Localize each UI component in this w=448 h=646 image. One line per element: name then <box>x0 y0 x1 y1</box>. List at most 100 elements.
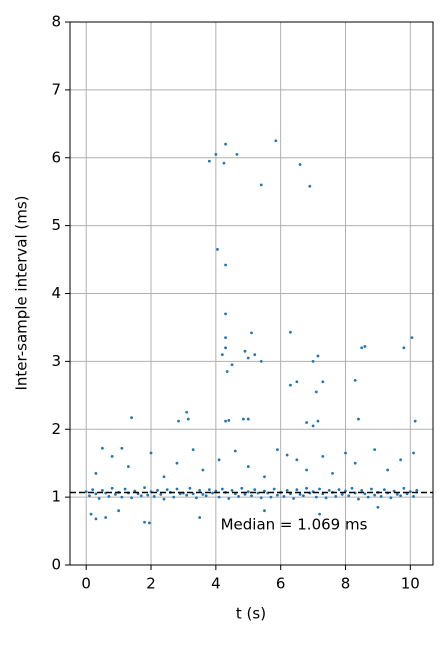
point <box>357 497 360 501</box>
y-tick-label: 2 <box>51 420 61 438</box>
point <box>402 486 406 490</box>
point <box>399 494 402 498</box>
point <box>162 497 166 501</box>
point <box>224 419 227 423</box>
point <box>217 495 221 499</box>
point <box>148 521 151 525</box>
point <box>235 152 239 156</box>
point <box>316 354 320 358</box>
point <box>216 247 219 251</box>
x-tick-label: 0 <box>81 575 91 593</box>
point <box>97 497 101 500</box>
point <box>250 494 253 498</box>
point <box>395 493 399 496</box>
point <box>214 152 218 156</box>
point <box>156 488 159 492</box>
point <box>363 345 367 348</box>
point <box>363 492 367 496</box>
point <box>331 471 334 475</box>
point <box>308 184 312 188</box>
point <box>321 380 325 384</box>
point <box>298 163 302 166</box>
point <box>376 505 380 509</box>
point <box>246 490 250 494</box>
point <box>224 263 227 267</box>
y-tick-label: 3 <box>51 352 61 370</box>
point <box>198 488 202 492</box>
point <box>224 346 227 350</box>
point <box>243 349 247 353</box>
point <box>410 336 414 340</box>
point <box>175 487 179 491</box>
point <box>88 494 91 498</box>
point <box>311 359 315 363</box>
point <box>340 493 344 496</box>
point <box>316 419 320 423</box>
point <box>191 448 195 452</box>
point <box>360 488 364 492</box>
point <box>353 461 357 465</box>
point <box>276 448 279 452</box>
point <box>276 493 279 497</box>
point <box>366 495 370 499</box>
point <box>259 496 263 500</box>
point <box>399 458 402 462</box>
point <box>334 495 338 498</box>
point <box>402 346 406 350</box>
point <box>357 417 360 421</box>
point <box>217 458 221 462</box>
point <box>408 490 412 494</box>
point <box>350 486 354 490</box>
point <box>250 331 253 335</box>
point <box>246 356 250 360</box>
point <box>101 488 104 492</box>
point <box>120 495 124 499</box>
point <box>344 451 347 455</box>
point <box>230 363 234 367</box>
point <box>123 487 127 491</box>
point <box>94 492 98 496</box>
point <box>224 336 227 340</box>
point <box>415 488 419 492</box>
point <box>305 486 308 490</box>
point <box>373 493 377 497</box>
point <box>224 312 227 316</box>
point <box>165 488 169 492</box>
point <box>149 451 153 455</box>
x-tick-label: 10 <box>401 575 420 593</box>
point <box>305 468 308 472</box>
point <box>220 353 224 356</box>
point <box>285 488 289 492</box>
point <box>253 488 257 492</box>
point <box>84 490 88 494</box>
point <box>224 142 227 146</box>
point <box>222 161 226 165</box>
point <box>139 494 143 498</box>
point <box>288 330 292 334</box>
point <box>177 419 180 423</box>
point <box>347 494 351 498</box>
point <box>233 449 237 453</box>
point <box>201 468 205 472</box>
y-tick-label: 8 <box>51 13 61 31</box>
x-tick-label: 8 <box>341 575 351 593</box>
point <box>321 455 325 458</box>
point <box>295 380 299 384</box>
point <box>94 471 98 475</box>
point <box>204 494 208 498</box>
point <box>94 517 98 521</box>
point <box>126 465 130 468</box>
point <box>207 488 211 492</box>
point <box>324 496 328 500</box>
point <box>162 475 166 479</box>
point <box>412 495 415 498</box>
point <box>305 421 308 424</box>
point <box>263 475 266 479</box>
y-axis-label: Inter-sample interval (ms) <box>13 195 31 390</box>
point <box>327 488 331 492</box>
point <box>185 493 189 497</box>
point <box>318 512 321 516</box>
point <box>386 468 390 472</box>
